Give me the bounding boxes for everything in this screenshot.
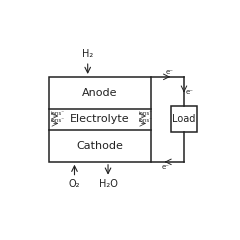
- Text: Cathode: Cathode: [77, 141, 123, 151]
- Text: O₂: O₂: [69, 180, 80, 189]
- Text: e⁻: e⁻: [165, 69, 173, 75]
- Text: e⁻: e⁻: [186, 89, 194, 95]
- Text: Load: Load: [172, 114, 196, 124]
- Text: Electrolyte: Electrolyte: [70, 114, 130, 124]
- Bar: [49, 77, 151, 162]
- Text: ions⁻: ions⁻: [139, 111, 153, 116]
- Text: H₂: H₂: [82, 49, 93, 59]
- Bar: [171, 106, 197, 132]
- Text: H₂O: H₂O: [99, 180, 117, 189]
- Text: e⁻: e⁻: [162, 164, 169, 170]
- Text: ions⁻: ions⁻: [139, 118, 153, 123]
- Text: ions⁻: ions⁻: [51, 118, 65, 123]
- Text: ions⁻: ions⁻: [51, 111, 65, 116]
- Text: Anode: Anode: [82, 88, 118, 98]
